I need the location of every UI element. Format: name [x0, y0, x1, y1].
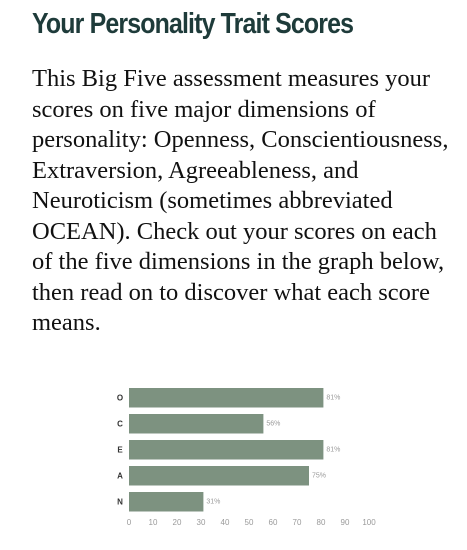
bar-a	[129, 466, 309, 486]
x-tick-label: 70	[293, 518, 302, 527]
category-label-a: A	[117, 471, 123, 480]
trait-score-chart: O 81% C 56% E 81% A 75% N 31% 0 10 20 30 40 50 60 70 80 90 1…	[117, 388, 376, 527]
x-tick-label: 30	[197, 518, 206, 527]
category-label-e: E	[117, 445, 123, 454]
x-tick-label: 50	[245, 518, 254, 527]
x-tick-label: 0	[127, 518, 132, 527]
category-label-o: O	[117, 393, 123, 402]
value-label-a: 75%	[312, 472, 326, 479]
x-tick-label: 10	[149, 518, 158, 527]
x-tick-label: 60	[269, 518, 278, 527]
value-label-o: 81%	[326, 394, 340, 401]
value-label-e: 81%	[326, 446, 340, 453]
category-label-n: N	[117, 497, 123, 506]
page-title: Your Personality Trait Scores	[32, 8, 354, 40]
x-tick-label: 90	[341, 518, 350, 527]
category-label-c: C	[117, 419, 123, 428]
x-tick-label: 20	[173, 518, 182, 527]
x-tick-label: 80	[317, 518, 326, 527]
intro-paragraph: This Big Five assessment measures your s…	[32, 65, 449, 336]
value-label-n: 31%	[206, 498, 220, 505]
bar-e	[129, 440, 324, 460]
bar-o	[129, 388, 324, 408]
bar-c	[129, 414, 264, 434]
value-label-c: 56%	[266, 420, 280, 427]
x-tick-label: 40	[221, 518, 230, 527]
x-tick-label: 100	[362, 518, 376, 527]
bar-n	[129, 492, 204, 512]
